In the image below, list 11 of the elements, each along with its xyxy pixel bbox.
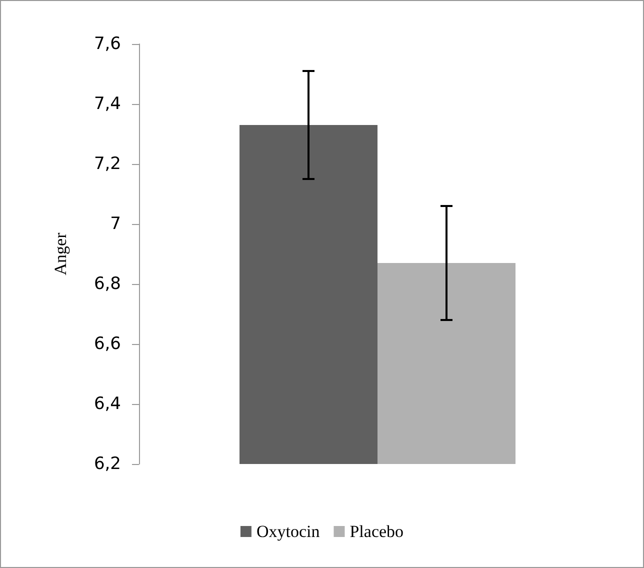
legend-label: Placebo	[350, 522, 404, 541]
legend-label: Oxytocin	[256, 522, 320, 541]
y-tick-label: 6,4	[94, 394, 121, 414]
y-tick-label: 6,2	[94, 454, 121, 474]
y-tick-label: 7,4	[94, 94, 121, 114]
y-axis-title: Anger	[51, 232, 70, 276]
y-tick-label: 7,2	[94, 154, 121, 174]
y-tick-label: 6,6	[94, 334, 121, 354]
y-tick-label: 6,8	[94, 274, 121, 294]
y-tick-label: 7,6	[94, 34, 121, 54]
y-tick-label: 7	[110, 214, 121, 234]
